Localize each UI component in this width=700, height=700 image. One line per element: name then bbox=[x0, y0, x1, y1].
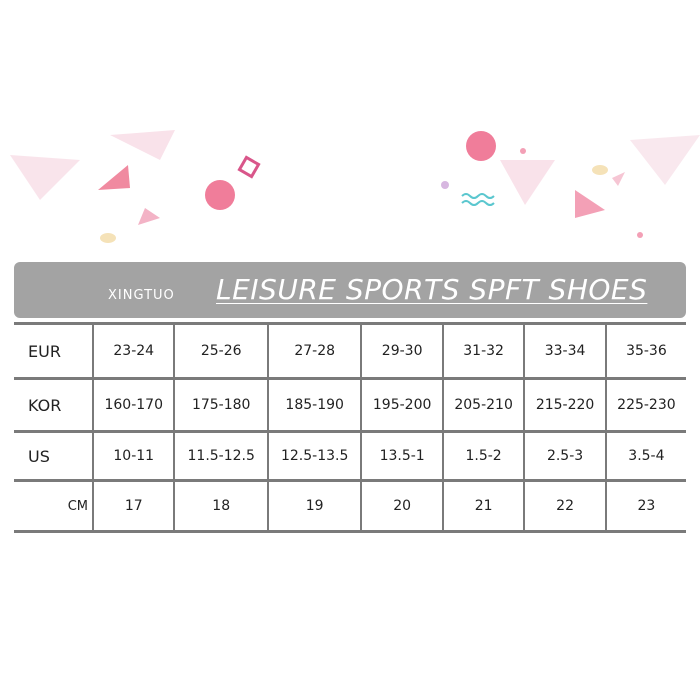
size-cell: 11.5-12.5 bbox=[173, 430, 268, 482]
decorative-shapes bbox=[10, 130, 700, 243]
triangle-shape bbox=[500, 160, 555, 205]
diamond-outline-shape bbox=[237, 155, 261, 179]
size-cell: 23 bbox=[604, 479, 686, 533]
page-title: LEISURE SPORTS SPFT SHOES bbox=[216, 273, 648, 306]
triangle-shape bbox=[110, 130, 175, 160]
size-cell: 18 bbox=[173, 479, 268, 533]
circle-shape bbox=[466, 131, 496, 161]
size-cell: 195-200 bbox=[360, 377, 443, 433]
size-cell: 2.5-3 bbox=[523, 430, 606, 482]
header-banner bbox=[14, 262, 686, 318]
triangle-shape bbox=[138, 208, 160, 225]
circle-shape bbox=[637, 232, 643, 238]
table-row: EUR 23-24 25-26 27-28 29-30 31-32 33-34 35-36 bbox=[14, 322, 686, 380]
size-table: EUR 23-24 25-26 27-28 29-30 31-32 33-34 35-36 KO… bbox=[14, 322, 686, 533]
size-cell: 35-36 bbox=[604, 322, 686, 380]
row-label: US bbox=[14, 430, 93, 482]
size-cell: 215-220 bbox=[523, 377, 606, 433]
size-cell: 185-190 bbox=[266, 377, 362, 433]
oval-shape bbox=[100, 233, 116, 243]
wave-icon bbox=[461, 193, 495, 206]
size-cell: 33-34 bbox=[523, 322, 606, 380]
size-cell: 29-30 bbox=[360, 322, 443, 380]
size-cell: 205-210 bbox=[441, 377, 525, 433]
size-cell: 12.5-13.5 bbox=[266, 430, 362, 482]
table-row: US 10-11 11.5-12.5 12.5-13.5 13.5-1 1.5-2 2.5-… bbox=[14, 430, 686, 482]
triangle-shape bbox=[575, 190, 605, 218]
circle-shape bbox=[520, 148, 526, 154]
size-cell: 23-24 bbox=[91, 322, 175, 380]
table-row: KOR 160-170 175-180 185-190 195-200 205-210 21… bbox=[14, 377, 686, 433]
size-cell: 160-170 bbox=[91, 377, 175, 433]
triangle-shape bbox=[98, 165, 130, 190]
size-cell: 10-11 bbox=[91, 430, 175, 482]
brand-name: XINGTUO bbox=[108, 288, 175, 303]
size-cell: 21 bbox=[441, 479, 525, 533]
size-cell: 1.5-2 bbox=[441, 430, 525, 482]
circle-shape bbox=[205, 180, 235, 210]
table-row: CM 17 18 19 20 21 22 23 bbox=[14, 479, 686, 533]
size-cell: 225-230 bbox=[604, 377, 686, 433]
triangle-shape bbox=[612, 172, 625, 186]
row-label: KOR bbox=[14, 377, 93, 433]
size-cell: 31-32 bbox=[441, 322, 525, 380]
size-cell: 20 bbox=[360, 479, 443, 533]
row-label: EUR bbox=[14, 322, 93, 380]
size-cell: 22 bbox=[523, 479, 606, 533]
size-cell: 175-180 bbox=[173, 377, 268, 433]
size-cell: 25-26 bbox=[173, 322, 268, 380]
triangle-shape bbox=[10, 155, 80, 200]
size-cell: 27-28 bbox=[266, 322, 362, 380]
size-cell: 13.5-1 bbox=[360, 430, 443, 482]
size-cell: 19 bbox=[266, 479, 362, 533]
circle-shape bbox=[441, 181, 449, 189]
size-cell: 3.5-4 bbox=[604, 430, 686, 482]
row-label: CM bbox=[14, 479, 93, 533]
triangle-shape bbox=[630, 135, 700, 185]
size-cell: 17 bbox=[91, 479, 175, 533]
oval-shape bbox=[592, 165, 608, 175]
